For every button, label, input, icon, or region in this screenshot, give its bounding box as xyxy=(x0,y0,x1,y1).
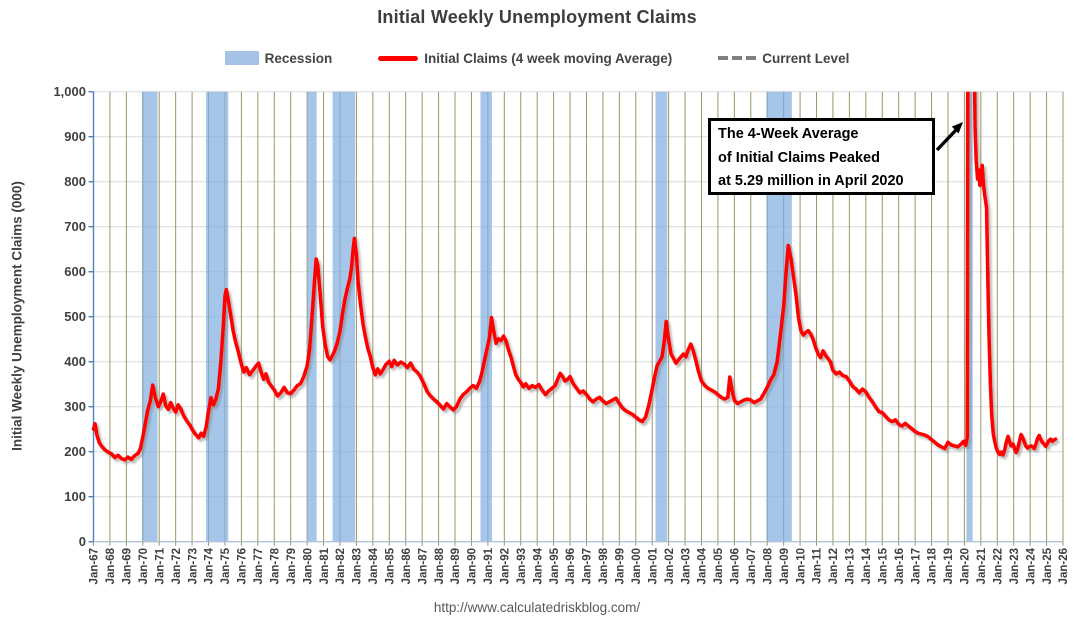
y-axis-tick-label: 600 xyxy=(64,264,86,279)
x-axis-tick-label: Jan-99 xyxy=(615,548,627,584)
y-axis-tick-label: 800 xyxy=(64,174,86,189)
legend-label-recession: Recession xyxy=(264,50,333,66)
x-axis-tick-label: Jan-02 xyxy=(664,548,676,584)
y-axis-title: Initial Weekly Unemployment Claims (000) xyxy=(9,181,25,451)
x-axis-tick-label: Jan-14 xyxy=(861,547,873,584)
legend-item-current-level: Current Level xyxy=(718,51,849,66)
current-level-swatch xyxy=(718,56,757,60)
x-axis-tick-label: Jan-94 xyxy=(532,547,544,584)
x-axis-tick-label: Jan-85 xyxy=(384,547,396,584)
peak-annotation-box: The 4-Week Average of Initial Claims Pea… xyxy=(708,118,935,195)
x-axis-tick-label: Jan-01 xyxy=(647,547,659,584)
x-axis-tick-label: Jan-90 xyxy=(467,548,479,584)
x-axis-tick-label: Jan-79 xyxy=(286,548,298,584)
x-axis-tick-label: Jan-92 xyxy=(500,548,512,584)
y-axis-tick-label: 100 xyxy=(64,489,86,504)
x-axis-tick-label: Jan-67 xyxy=(89,548,101,584)
y-axis-tick-label: 500 xyxy=(64,309,86,324)
annotation-line-1: The 4-Week Average xyxy=(718,126,859,142)
x-axis-tick-label: Jan-04 xyxy=(697,547,709,584)
y-axis-tick-label: 700 xyxy=(64,219,86,234)
x-axis-tick-label: Jan-18 xyxy=(927,547,939,584)
x-axis-tick-label: Jan-05 xyxy=(713,547,725,584)
annotation-line-3: at 5.29 million in April 2020 xyxy=(718,173,904,189)
x-axis-tick-label: Jan-88 xyxy=(434,547,446,584)
x-axis-tick-label: Jan-95 xyxy=(549,547,561,584)
recession-band xyxy=(206,91,229,542)
y-axis-tick-label: 200 xyxy=(64,444,86,459)
x-axis-tick-label: Jan-82 xyxy=(335,548,347,584)
recession-band xyxy=(966,91,973,542)
x-axis-tick-label: Jan-20 xyxy=(960,548,972,584)
x-axis-tick-label: Jan-08 xyxy=(762,547,774,584)
x-axis-tick-label: Jan-09 xyxy=(779,548,791,584)
x-axis-tick-label: Jan-22 xyxy=(992,548,1004,584)
x-axis-tick-label: Jan-74 xyxy=(204,547,216,584)
x-axis-tick-label: Jan-06 xyxy=(730,548,742,584)
x-axis-tick-label: Jan-84 xyxy=(368,547,380,584)
x-axis-tick-label: Jan-68 xyxy=(105,547,117,584)
x-axis-tick-label: Jan-87 xyxy=(417,548,429,584)
recession-band xyxy=(655,91,668,542)
x-axis-tick-label: Jan-72 xyxy=(171,548,183,584)
x-axis-tick-label: Jan-98 xyxy=(598,547,610,584)
legend: Recession Initial Claims (4 week moving … xyxy=(0,47,1074,69)
x-axis-tick-label: Jan-19 xyxy=(943,548,955,584)
x-axis-tick-label: Jan-16 xyxy=(894,548,906,584)
x-axis-tick-label: Jan-91 xyxy=(483,547,495,584)
x-axis-tick-label: Jan-21 xyxy=(976,547,988,584)
recession-band xyxy=(480,91,492,542)
annotation-arrow-icon xyxy=(935,128,958,152)
initial-claims-line xyxy=(91,91,1058,462)
annotation-arrowhead-icon xyxy=(951,122,963,134)
x-axis-tick-label: Jan-97 xyxy=(582,548,594,584)
x-axis-tick-label: Jan-83 xyxy=(352,548,364,584)
x-axis-tick-label: Jan-69 xyxy=(122,548,134,584)
legend-item-initial-claims: Initial Claims (4 week moving Average) xyxy=(378,51,672,66)
y-axis-tick-label: 300 xyxy=(64,399,86,414)
x-axis-tick-label: Jan-77 xyxy=(253,548,265,584)
x-axis-tick-label: Jan-70 xyxy=(138,548,150,584)
x-axis-tick-label: Jan-11 xyxy=(812,547,824,583)
annotation-line-2: of Initial Claims Peaked xyxy=(718,149,880,166)
x-axis-tick-label: Jan-81 xyxy=(319,547,331,584)
legend-item-recession: Recession xyxy=(224,50,333,66)
legend-label-current-level: Current Level xyxy=(762,50,850,66)
x-axis-tick-label: Jan-24 xyxy=(1025,547,1037,584)
y-axis-tick-label: 900 xyxy=(64,129,86,144)
x-axis-tick-label: Jan-03 xyxy=(680,548,692,584)
recession-band xyxy=(141,91,158,542)
x-axis-tick-label: Jan-86 xyxy=(401,548,413,584)
y-axis-tick-label: 0 xyxy=(79,534,86,549)
x-axis-tick-label: Jan-17 xyxy=(910,548,922,584)
x-axis-tick-label: Jan-76 xyxy=(237,548,249,584)
x-axis-tick-label: Jan-07 xyxy=(746,548,758,584)
x-axis-tick-label: Jan-96 xyxy=(565,548,577,584)
x-axis-tick-label: Jan-78 xyxy=(269,547,281,584)
x-axis-tick-label: Jan-93 xyxy=(516,548,528,584)
x-axis-tick-label: Jan-26 xyxy=(1058,548,1070,584)
x-axis-tick-label: Jan-89 xyxy=(450,548,462,584)
x-axis-tick-label: Jan-73 xyxy=(187,548,199,584)
initial-claims-swatch xyxy=(378,55,419,61)
source-url: http://www.calculatedriskblog.com/ xyxy=(433,600,641,615)
x-axis-tick-label: Jan-13 xyxy=(845,548,857,584)
x-axis-tick-label: Jan-80 xyxy=(302,548,314,584)
x-axis-tick-label: Jan-71 xyxy=(154,547,166,584)
x-axis-tick-label: Jan-25 xyxy=(1042,547,1054,584)
x-axis-tick-label: Jan-00 xyxy=(631,548,643,584)
x-axis-tick-label: Jan-10 xyxy=(795,548,807,584)
y-axis-tick-label: 1,000 xyxy=(53,84,86,99)
recession-swatch xyxy=(224,51,259,65)
x-axis-tick-label: Jan-12 xyxy=(828,548,840,584)
page-title: Initial Weekly Unemployment Claims xyxy=(377,7,697,27)
x-axis-tick-label: Jan-23 xyxy=(1009,548,1021,584)
x-axis-tick-label: Jan-15 xyxy=(877,547,889,584)
legend-label-initial-claims: Initial Claims (4 week moving Average) xyxy=(424,50,673,66)
y-axis-tick-label: 400 xyxy=(64,354,86,369)
x-axis-tick-label: Jan-75 xyxy=(220,547,232,584)
